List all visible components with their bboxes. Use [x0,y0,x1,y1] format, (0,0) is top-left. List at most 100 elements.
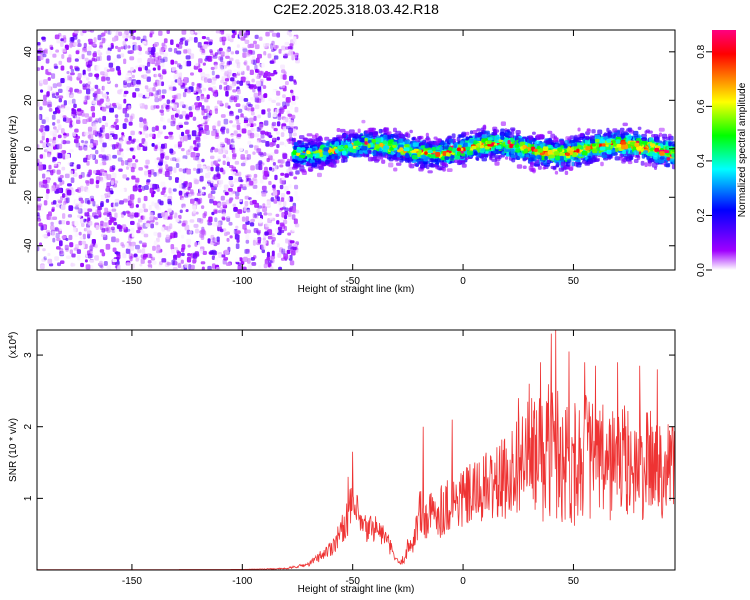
heatmap-cell [153,73,158,78]
heatmap-cell [252,151,256,155]
heatmap-cell [122,210,126,216]
heatmap-cell [254,202,260,208]
heatmap-cell [142,145,148,151]
heatmap-cell [117,47,121,53]
heatmap-cell [268,97,272,102]
heatmap-cell [336,128,341,133]
heatmap-cell [219,63,224,68]
heatmap-cell [96,30,100,35]
heatmap-cell [220,66,225,72]
heatmap-cell [99,260,103,266]
heatmap-cell [218,30,223,35]
heatmap-cell [86,64,91,68]
heatmap-cell [123,198,128,203]
heatmap-cell [112,144,116,150]
heatmap-cell [234,182,238,187]
heatmap-cell [140,230,145,235]
heatmap-cell [242,42,246,47]
heatmap-cell [37,197,42,202]
heatmap-cell [271,40,275,46]
heatmap-cell [95,224,99,231]
heatmap-cell [100,146,105,153]
heatmap-cell [158,88,162,93]
heatmap-cell [281,45,286,51]
heatmap-cell [56,119,61,124]
heatmap-cell [44,48,48,55]
heatmap-cell [206,36,210,41]
heatmap-cell [51,93,57,99]
heatmap-cell [280,197,285,202]
heatmap-cell [253,228,259,233]
heatmap-cell [37,158,40,164]
heatmap-cell [115,102,120,106]
heatmap-cell [131,180,135,186]
heatmap-cell [427,170,433,174]
heatmap-cell [291,228,297,232]
heatmap-cell [47,104,52,108]
heatmap-cell [82,109,87,114]
heatmap-cell [206,165,211,172]
heatmap-cell [162,69,167,75]
heatmap-cell [177,229,182,233]
heatmap-cell [142,203,146,209]
heatmap-cell [60,205,66,210]
heatmap-cell [135,204,139,208]
heatmap-cell [115,45,119,49]
heatmap-cell [277,226,282,231]
heatmap-cell [283,71,287,75]
heatmap-cell [286,249,291,254]
heatmap-cell [66,255,71,260]
heatmap-cell [181,148,185,152]
heatmap-cell [195,107,200,112]
heatmap-cell [81,222,85,227]
heatmap-cell [224,70,229,76]
heatmap-cell [393,167,398,172]
heatmap-cell [563,166,567,171]
heatmap-cell [82,119,88,125]
heatmap-cell [154,144,158,150]
heatmap-cell [211,130,216,137]
heatmap-cell [101,228,106,233]
heatmap-cell [288,119,294,126]
heatmap-cell [516,164,523,169]
heatmap-cell [185,114,190,119]
heatmap-cell [288,33,293,37]
heatmap-cell [110,125,115,129]
heatmap-cell [61,107,65,112]
heatmap-cell [515,130,521,135]
heatmap-cell [115,238,120,243]
heatmap-cell [113,58,119,62]
heatmap-cell [154,52,159,57]
heatmap-cell [180,173,186,180]
heatmap-cell [127,158,133,163]
heatmap-cell [126,166,130,170]
heatmap-cell [242,77,247,81]
heatmap-cell [160,81,165,87]
heatmap-cell [276,144,280,149]
heatmap-cell [42,248,46,252]
heatmap-cell [254,215,259,219]
heatmap-cell [120,46,124,50]
heatmap-cell [153,231,158,236]
heatmap-cell [222,149,227,154]
heatmap-cell [102,46,106,51]
heatmap-cell [161,89,167,94]
heatmap-cell [110,217,114,223]
heatmap-cell [260,179,264,184]
heatmap-cell [179,124,184,128]
heatmap-cell [184,192,189,198]
heatmap-cell [242,48,248,53]
heatmap-cell [120,242,124,247]
heatmap-cell [69,87,73,93]
heatmap-cell [211,255,216,261]
heatmap-cell [106,226,111,233]
heatmap-cell [138,46,142,52]
heatmap-cell [129,246,135,251]
heatmap-cell [176,70,181,74]
heatmap-cell [266,153,272,157]
heatmap-cell [481,157,487,162]
heatmap-cell [216,240,220,245]
heatmap-cell [235,212,241,218]
heatmap-cell [261,109,266,115]
heatmap-cell [184,40,189,46]
